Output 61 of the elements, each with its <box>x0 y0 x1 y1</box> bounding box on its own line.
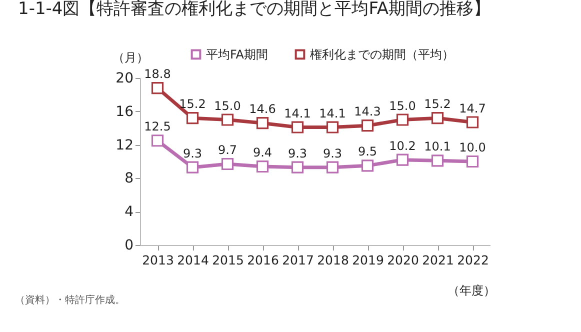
point <box>466 155 479 168</box>
legend-label: 平均FA期間 <box>206 47 268 62</box>
point <box>431 154 444 167</box>
data-label: 9.4 <box>252 146 272 160</box>
y-tick-label: 4 <box>124 204 134 220</box>
y-tick-label: 20 <box>116 70 134 86</box>
x-tick-label: 2019 <box>352 252 384 268</box>
data-label: 14.3 <box>354 104 381 119</box>
point <box>186 112 199 124</box>
point <box>361 120 374 132</box>
point <box>291 121 304 134</box>
point <box>221 114 234 126</box>
y-tick-label: 0 <box>124 238 134 254</box>
x-tick-label: 2018 <box>317 252 349 268</box>
point <box>151 82 164 94</box>
point <box>326 121 339 134</box>
point <box>396 114 409 126</box>
data-label: 9.3 <box>288 146 308 160</box>
point <box>396 154 409 166</box>
data-label: 12.5 <box>144 120 171 134</box>
legend-label: 権利化までの期間（平均） <box>310 47 454 62</box>
x-axis-title: （年度） <box>448 284 496 298</box>
data-label: 9.3 <box>182 146 202 160</box>
point <box>256 160 269 173</box>
data-label: 14.1 <box>319 106 346 120</box>
point <box>326 161 339 174</box>
x-tick-label: 2014 <box>177 252 209 268</box>
x-tick-label: 2021 <box>422 252 454 268</box>
point <box>221 158 234 170</box>
data-label: 15.0 <box>214 98 241 113</box>
x-tick-label: 2015 <box>212 252 244 268</box>
text: （資料）・特許庁作成。 <box>15 294 125 306</box>
data-label: 10.0 <box>459 140 486 154</box>
data-label: 14.7 <box>459 101 486 116</box>
point <box>256 117 269 130</box>
point <box>431 112 444 124</box>
point <box>291 161 304 174</box>
y-axis-title: （月） <box>112 50 148 64</box>
data-label: 9.7 <box>218 143 238 158</box>
point <box>466 116 479 128</box>
data-label: 14.6 <box>249 102 276 116</box>
data-label: 15.0 <box>389 98 416 113</box>
data-label: 9.5 <box>358 144 378 159</box>
point <box>151 134 164 147</box>
data-label: 9.3 <box>322 146 342 160</box>
data-label: 15.2 <box>179 97 206 112</box>
x-tick-label: 2016 <box>247 252 279 268</box>
x-tick-label: 2022 <box>457 252 489 268</box>
x-tick-label: 2017 <box>282 252 314 268</box>
data-label: 10.2 <box>389 138 416 153</box>
y-tick-label: 12 <box>116 137 134 154</box>
data-label: 15.2 <box>424 97 451 112</box>
x-tick-label: 2020 <box>387 252 419 268</box>
point <box>361 160 374 172</box>
x-tick-label: 2013 <box>142 252 174 268</box>
point <box>186 161 199 174</box>
data-label: 18.8 <box>144 67 171 82</box>
data-label: 14.1 <box>284 106 311 120</box>
y-tick-label: 16 <box>116 104 134 120</box>
data-label: 10.1 <box>424 140 451 154</box>
y-tick-label: 8 <box>124 170 134 187</box>
